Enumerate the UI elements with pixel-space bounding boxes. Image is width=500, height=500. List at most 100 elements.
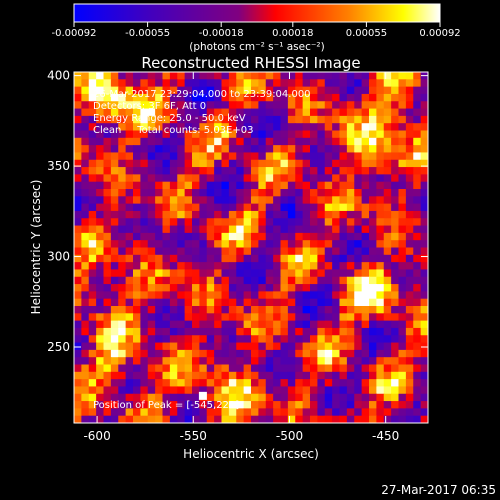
heatmap-cell [103, 79, 112, 88]
heatmap-cell [287, 320, 296, 329]
heatmap-cell [236, 262, 245, 271]
heatmap-cell [214, 364, 223, 373]
heatmap-cell [96, 152, 105, 161]
heatmap-cell [169, 415, 178, 423]
heatmap-cell [295, 386, 304, 395]
heatmap-cell [214, 386, 223, 395]
heatmap-cell [110, 203, 119, 212]
heatmap-cell [162, 137, 171, 146]
heatmap-cell [287, 86, 296, 95]
heatmap-cell [96, 167, 105, 175]
heatmap-cell [258, 364, 267, 373]
heatmap-cell [420, 189, 428, 197]
heatmap-cell [280, 342, 289, 351]
heatmap-cell [273, 393, 282, 402]
heatmap-cell [361, 386, 370, 395]
heatmap-cell [295, 93, 304, 102]
heatmap-cell [324, 254, 333, 263]
heatmap-cell [177, 342, 186, 351]
heatmap-cell [369, 174, 377, 183]
heatmap-cell [273, 130, 282, 139]
heatmap-cell [302, 174, 311, 183]
heatmap-cell [192, 393, 200, 402]
heatmap-cell [302, 86, 311, 95]
heatmap-cell [287, 415, 296, 423]
heatmap-cell [103, 225, 112, 234]
heatmap-cell [302, 415, 311, 423]
heatmap-cell [251, 225, 259, 234]
heatmap-cell [361, 240, 370, 249]
heatmap-cell [332, 379, 341, 388]
heatmap-cell [361, 408, 370, 417]
heatmap-cell [206, 189, 215, 197]
heatmap-cell [118, 306, 127, 314]
heatmap-cell [118, 371, 127, 380]
heatmap-cell [287, 254, 296, 263]
heatmap-cell [332, 196, 341, 205]
x-axis: -600 -550 -500 -450 [83, 72, 399, 443]
heatmap-cell [339, 86, 348, 95]
heatmap-cell [103, 276, 112, 285]
heatmap-cell [413, 298, 422, 307]
heatmap-cell [354, 218, 363, 227]
heatmap-cell [287, 364, 296, 373]
heatmap-cell [88, 393, 97, 402]
heatmap-cell [169, 225, 178, 234]
heatmap-cell [302, 401, 311, 409]
heatmap-cell [206, 203, 215, 212]
heatmap-cell [74, 357, 82, 366]
heatmap-cell [147, 181, 156, 190]
heatmap-cell [103, 291, 112, 300]
heatmap-cell [361, 101, 370, 110]
heatmap-cell [88, 320, 97, 329]
heatmap-cell [383, 145, 392, 154]
heatmap-cell [405, 349, 414, 358]
heatmap-cell [236, 349, 245, 358]
heatmap-cell [184, 115, 193, 124]
heatmap-cell [206, 276, 215, 285]
heatmap-cell [391, 320, 400, 329]
heatmap-cell [251, 386, 259, 395]
heatmap-cell [110, 357, 119, 366]
heatmap-cell [258, 254, 267, 263]
heatmap-cell [147, 415, 156, 423]
heatmap-cell [221, 196, 230, 205]
heatmap-cell [162, 320, 171, 329]
heatmap-cell [287, 342, 296, 351]
heatmap-cell [280, 196, 289, 205]
heatmap-cell [391, 159, 400, 168]
heatmap-cell [199, 408, 208, 417]
heatmap-cell [258, 130, 267, 139]
heatmap-cell [354, 335, 363, 344]
heatmap-cell [81, 408, 90, 417]
heatmap-cell [383, 159, 392, 168]
heatmap-cell [118, 401, 127, 409]
heatmap-cell [420, 379, 428, 388]
heatmap-cell [310, 108, 318, 117]
heatmap-cell [258, 108, 267, 117]
heatmap-cell [177, 357, 186, 366]
heatmap-cell [81, 167, 90, 175]
heatmap-cell [236, 342, 245, 351]
heatmap-cell [354, 137, 363, 146]
heatmap-cell [339, 327, 348, 336]
heatmap-cell [413, 269, 422, 278]
heatmap-cell [346, 349, 355, 358]
heatmap-cell [413, 86, 422, 95]
heatmap-cell [398, 364, 407, 373]
heatmap-cell [324, 298, 333, 307]
heatmap-cell [339, 123, 348, 132]
heatmap-cell [324, 232, 333, 241]
heatmap-cell [339, 137, 348, 146]
heatmap-cell [184, 152, 193, 161]
heatmap-cell [361, 298, 370, 307]
heatmap-cell [273, 327, 282, 336]
heatmap-cell [361, 393, 370, 402]
heatmap-cell [324, 276, 333, 285]
heatmap-cell [140, 152, 149, 161]
heatmap-cell [280, 108, 289, 117]
heatmap-cell [125, 145, 134, 154]
heatmap-cell [140, 291, 149, 300]
heatmap-cell [96, 174, 105, 183]
heatmap-cell [236, 167, 245, 175]
